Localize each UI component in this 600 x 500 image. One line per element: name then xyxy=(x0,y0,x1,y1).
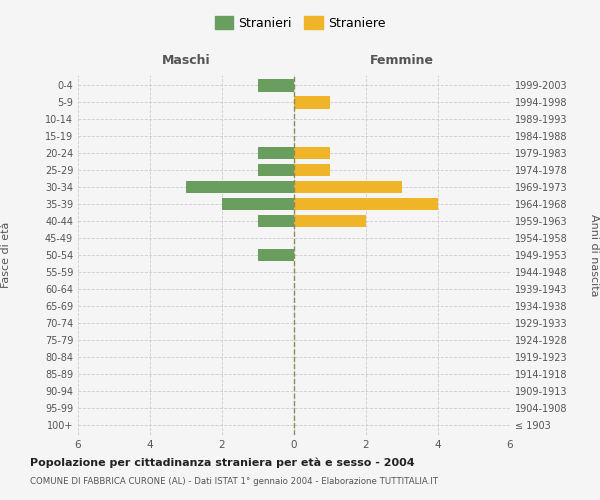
Bar xyxy=(258,79,294,92)
Text: Femmine: Femmine xyxy=(370,54,434,68)
Text: Maschi: Maschi xyxy=(161,54,211,68)
Bar xyxy=(222,198,294,210)
Bar xyxy=(294,198,438,210)
Bar xyxy=(186,180,294,194)
Bar xyxy=(258,214,294,228)
Text: COMUNE DI FABBRICA CURONE (AL) - Dati ISTAT 1° gennaio 2004 - Elaborazione TUTTI: COMUNE DI FABBRICA CURONE (AL) - Dati IS… xyxy=(30,478,438,486)
Bar xyxy=(258,164,294,176)
Bar xyxy=(294,146,330,160)
Bar xyxy=(294,180,402,194)
Legend: Stranieri, Straniere: Stranieri, Straniere xyxy=(209,11,391,35)
Text: Fasce di età: Fasce di età xyxy=(1,222,11,288)
Text: Popolazione per cittadinanza straniera per età e sesso - 2004: Popolazione per cittadinanza straniera p… xyxy=(30,458,415,468)
Text: Anni di nascita: Anni di nascita xyxy=(589,214,599,296)
Bar xyxy=(258,146,294,160)
Bar xyxy=(258,248,294,262)
Bar xyxy=(294,164,330,176)
Bar xyxy=(294,214,366,228)
Bar xyxy=(294,96,330,108)
